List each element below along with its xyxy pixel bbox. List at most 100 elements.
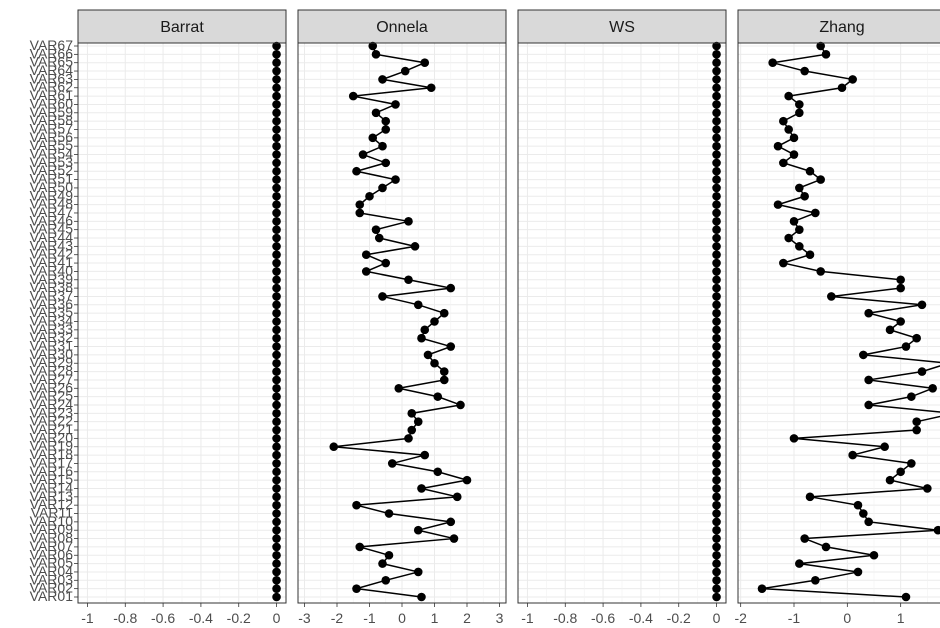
- x-tick-label: -1: [521, 610, 534, 626]
- data-point: [272, 333, 281, 343]
- data-point: [712, 217, 721, 226]
- data-point: [880, 442, 889, 452]
- y-tick-label: VAR55: [30, 137, 74, 153]
- x-tick-label: 0: [843, 610, 851, 626]
- data-point: [456, 400, 465, 410]
- data-point: [784, 91, 793, 101]
- y-tick-label: VAR66: [30, 45, 74, 61]
- data-point: [272, 459, 281, 468]
- data-point: [712, 534, 721, 543]
- data-point: [449, 534, 459, 543]
- data-point: [712, 200, 721, 209]
- y-axis-labels: VAR01VAR02VAR03VAR04VAR05VAR06VAR07VAR08…: [30, 37, 78, 604]
- data-point: [779, 258, 788, 268]
- data-point: [779, 116, 788, 126]
- y-tick-label: VAR12: [30, 496, 74, 512]
- data-point: [272, 434, 281, 443]
- data-point: [821, 50, 831, 59]
- data-point: [417, 592, 426, 602]
- data-point: [712, 242, 721, 251]
- data-point: [789, 133, 799, 143]
- data-point: [712, 283, 721, 293]
- x-tick-label: 1: [897, 610, 905, 626]
- data-point: [816, 41, 825, 51]
- y-tick-label: VAR30: [30, 346, 74, 362]
- data-point: [272, 166, 281, 176]
- data-point: [712, 459, 721, 468]
- data-point: [827, 292, 836, 301]
- y-tick-label: VAR29: [30, 354, 74, 370]
- y-tick-label: VAR09: [30, 521, 74, 537]
- data-point: [912, 417, 921, 426]
- data-point: [712, 150, 721, 159]
- data-point: [712, 91, 721, 101]
- data-point: [272, 233, 281, 243]
- y-tick-label: VAR13: [30, 488, 74, 504]
- data-point: [712, 475, 721, 485]
- data-point: [272, 300, 281, 310]
- data-point: [712, 434, 721, 443]
- data-point: [272, 108, 281, 118]
- data-point: [712, 191, 721, 201]
- y-tick-label: VAR25: [30, 388, 74, 404]
- panel-border: [297, 42, 507, 604]
- data-point: [712, 141, 721, 151]
- y-tick-label: VAR49: [30, 187, 74, 203]
- panel-border: [517, 42, 727, 604]
- y-tick-label: VAR65: [30, 54, 74, 70]
- panel-title: Barrat: [160, 19, 204, 36]
- y-tick-label: VAR37: [30, 287, 74, 303]
- data-point: [368, 41, 378, 51]
- data-point: [779, 158, 788, 168]
- data-point: [374, 233, 384, 243]
- data-point: [404, 217, 413, 226]
- data-point: [272, 66, 281, 76]
- data-point: [712, 275, 721, 285]
- data-point: [272, 175, 281, 184]
- y-tick-label: VAR18: [30, 446, 74, 462]
- y-tick-label: VAR11: [31, 505, 73, 521]
- data-point: [378, 559, 387, 568]
- data-point: [462, 475, 472, 485]
- data-point: [423, 350, 433, 360]
- data-point: [712, 425, 721, 435]
- y-tick-label: VAR51: [30, 171, 74, 187]
- y-tick-label: VAR33: [30, 321, 74, 337]
- data-point: [272, 375, 281, 385]
- data-point: [912, 425, 921, 435]
- data-point: [381, 576, 391, 585]
- data-point: [712, 442, 721, 452]
- data-point: [272, 550, 281, 560]
- data-point: [272, 116, 281, 126]
- y-tick-label: VAR41: [30, 254, 74, 270]
- data-point: [811, 208, 820, 218]
- data-point: [272, 141, 281, 151]
- data-point: [712, 208, 721, 218]
- panel-border: [77, 42, 287, 604]
- y-tick-label: VAR50: [30, 179, 74, 195]
- data-point: [439, 308, 449, 318]
- data-point: [272, 442, 281, 452]
- y-tick-label: VAR31: [30, 338, 74, 354]
- data-point: [712, 116, 721, 126]
- data-point: [381, 116, 391, 126]
- y-tick-label: VAR02: [30, 580, 74, 596]
- data-point: [784, 233, 793, 243]
- panel-strip: [517, 9, 727, 44]
- data-point: [789, 434, 799, 443]
- y-tick-label: VAR07: [30, 538, 74, 554]
- data-point: [928, 383, 937, 393]
- data-point: [272, 308, 281, 318]
- data-point: [885, 325, 895, 335]
- data-point: [272, 534, 281, 543]
- y-tick-label: VAR15: [30, 471, 74, 487]
- data-point: [869, 550, 879, 560]
- data-point: [712, 292, 721, 301]
- y-tick-label: VAR64: [30, 62, 74, 78]
- data-point: [896, 317, 905, 326]
- panel-border: [737, 42, 940, 604]
- y-tick-label: VAR04: [30, 563, 74, 579]
- data-point: [446, 283, 456, 293]
- data-point: [352, 584, 361, 593]
- data-point: [795, 108, 804, 118]
